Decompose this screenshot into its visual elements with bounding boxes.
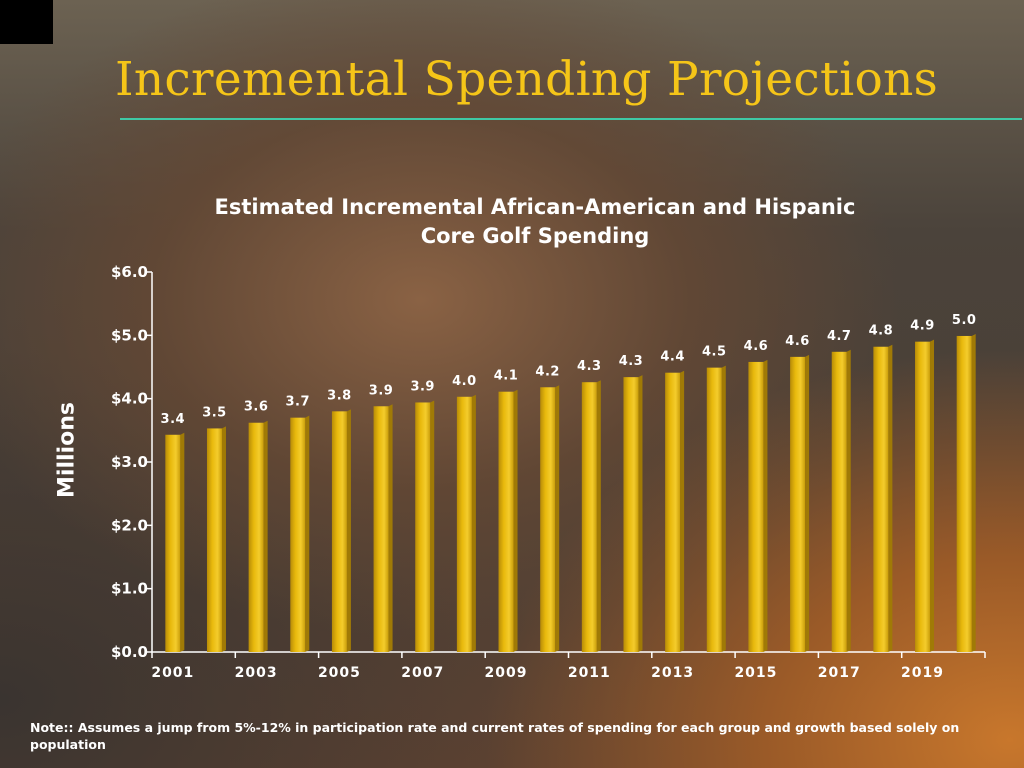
data-label: 4.3: [619, 354, 644, 369]
bar: [581, 382, 597, 652]
bar: [748, 361, 764, 652]
bar: [248, 422, 264, 652]
data-label: 3.9: [410, 379, 435, 394]
data-label: 4.2: [535, 364, 560, 379]
data-label: 4.8: [869, 324, 894, 339]
data-label: 4.6: [785, 334, 810, 349]
data-label: 3.7: [286, 395, 311, 410]
y-tick-label: $6.0: [111, 263, 148, 281]
bar: [623, 377, 639, 652]
bar: [331, 411, 347, 652]
chart-title-line-2: Core Golf Spending: [420, 224, 650, 248]
x-tick-label: 2013: [651, 665, 694, 681]
y-tick-label: $3.0: [111, 453, 148, 471]
data-label: 3.5: [202, 405, 227, 420]
bar-side: [763, 359, 768, 652]
bar-side: [430, 400, 435, 652]
data-label: 3.9: [369, 383, 394, 398]
bar-side: [971, 333, 976, 652]
bar-side: [846, 349, 851, 652]
x-tick-label: 2003: [235, 665, 278, 681]
y-tick-label: $2.0: [111, 516, 148, 534]
y-tick-label: $4.0: [111, 390, 148, 408]
y-tick-label: $1.0: [111, 580, 148, 598]
bar: [790, 356, 806, 652]
bar-side: [930, 339, 935, 652]
footnote: Note:: Assumes a jump from 5%-12% in par…: [30, 720, 960, 752]
bar: [165, 434, 181, 652]
bar: [290, 417, 306, 652]
bar-side: [513, 389, 518, 652]
x-tick-label: 2017: [818, 665, 861, 681]
chart-title-line-1: Estimated Incremental African-American a…: [214, 195, 856, 219]
data-label: 3.4: [161, 412, 186, 427]
bar: [956, 335, 972, 652]
x-tick-label: 2011: [568, 665, 611, 681]
data-label: 3.6: [244, 400, 269, 415]
title-underline: [120, 118, 1022, 120]
bar-side: [388, 404, 393, 652]
bar-side: [346, 409, 351, 652]
bar: [373, 406, 389, 652]
bar: [415, 402, 431, 652]
bar-side: [221, 426, 226, 652]
x-tick-label: 2001: [151, 665, 194, 681]
y-tick-label: $0.0: [111, 643, 148, 661]
bar: [706, 367, 722, 652]
data-label: 4.7: [827, 329, 852, 344]
bar: [456, 396, 472, 652]
data-label: 4.3: [577, 359, 602, 374]
bar: [873, 346, 889, 652]
data-label: 4.0: [452, 374, 477, 389]
data-label: 5.0: [952, 313, 977, 328]
bar: [915, 341, 931, 652]
bar: [665, 372, 681, 652]
bar: [540, 387, 556, 652]
data-label: 4.9: [910, 319, 935, 334]
bar-side: [721, 365, 726, 652]
bar-side: [638, 375, 643, 652]
bar-side: [596, 380, 601, 652]
bar-side: [180, 432, 185, 652]
bar: [831, 351, 847, 652]
bar-side: [263, 420, 268, 652]
x-tick-label: 2005: [318, 665, 361, 681]
x-tick-label: 2019: [901, 665, 944, 681]
bar-side: [555, 385, 560, 652]
y-tick-label: $5.0: [111, 326, 148, 344]
data-label: 4.6: [744, 339, 769, 354]
data-label: 4.4: [660, 350, 685, 365]
corner-block: [0, 0, 53, 44]
x-tick-label: 2015: [734, 665, 777, 681]
x-tick-label: 2009: [485, 665, 528, 681]
x-tick-label: 2007: [401, 665, 444, 681]
data-label: 4.1: [494, 369, 519, 384]
data-label: 4.5: [702, 345, 727, 360]
bar-side: [471, 394, 476, 652]
bar: [498, 391, 514, 652]
bar-side: [305, 415, 310, 652]
bar: [206, 428, 222, 652]
chart-title: Estimated Incremental African-American a…: [150, 193, 920, 251]
data-label: 3.8: [327, 388, 352, 403]
bar-side: [888, 344, 893, 652]
slide-title: Incremental Spending Projections: [115, 52, 939, 107]
bar-side: [805, 354, 810, 652]
bar-side: [680, 370, 685, 652]
